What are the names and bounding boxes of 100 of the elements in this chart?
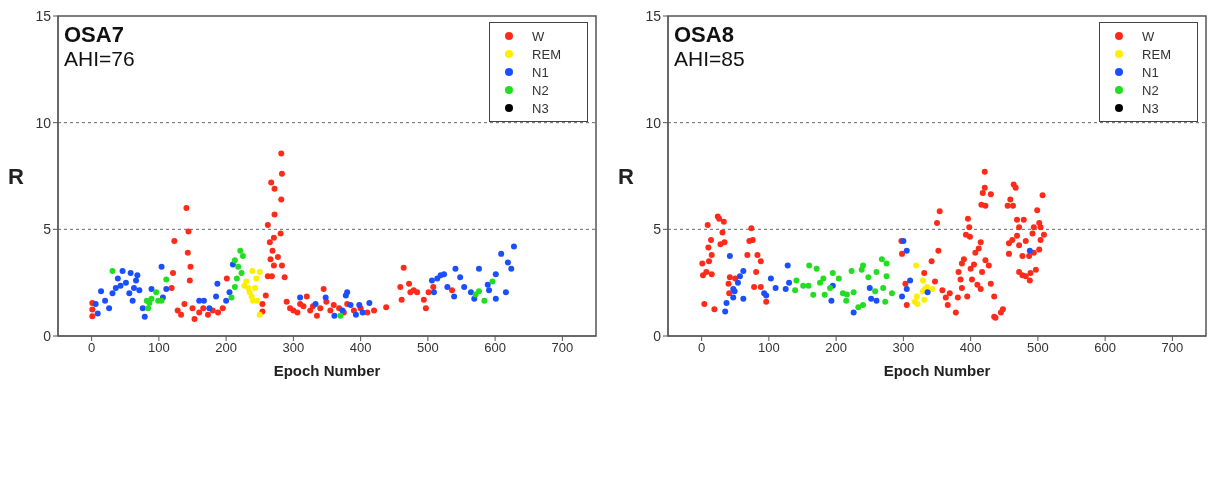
chart-title: OSA8 xyxy=(674,22,735,48)
point xyxy=(148,295,155,302)
point xyxy=(489,278,496,285)
point xyxy=(792,287,799,294)
point xyxy=(872,288,879,295)
point xyxy=(903,286,910,293)
point xyxy=(800,282,807,289)
point xyxy=(239,253,246,259)
point xyxy=(722,308,729,315)
point xyxy=(793,277,800,284)
point xyxy=(855,304,862,311)
point xyxy=(883,273,890,280)
point xyxy=(883,260,890,267)
point xyxy=(810,291,817,298)
point xyxy=(921,296,928,303)
legend-label: N2 xyxy=(1142,82,1159,98)
y-tick-label: 15 xyxy=(645,7,662,24)
legend-label: W xyxy=(532,28,545,44)
y-tick-label: 5 xyxy=(653,221,662,238)
x-tick-label: 600 xyxy=(484,340,506,356)
point xyxy=(235,263,242,270)
point xyxy=(888,290,895,297)
point xyxy=(913,262,920,269)
text: AHI=76 xyxy=(64,47,135,72)
point xyxy=(233,275,240,282)
y-tick-label: 0 xyxy=(653,327,662,344)
point xyxy=(767,275,774,282)
point xyxy=(929,286,936,293)
point xyxy=(882,298,889,305)
x-tick-label: 200 xyxy=(215,340,237,356)
point xyxy=(848,267,855,274)
x-tick-label: 0 xyxy=(698,340,706,356)
x-tick-label: 0 xyxy=(88,340,96,356)
x-tick-label: 600 xyxy=(1094,340,1116,356)
point xyxy=(868,295,875,302)
point xyxy=(806,262,813,269)
point xyxy=(163,276,170,283)
point xyxy=(772,285,779,291)
point xyxy=(843,297,850,304)
x-tick-label: 400 xyxy=(349,340,372,356)
point xyxy=(828,297,835,304)
x-tick-label: 500 xyxy=(1027,340,1049,356)
point xyxy=(481,297,488,304)
legend-label: REM xyxy=(532,46,561,62)
x-tick-label: 100 xyxy=(758,340,780,356)
x-tick-label: 700 xyxy=(1161,340,1184,356)
point xyxy=(228,294,235,301)
point xyxy=(860,302,867,309)
point xyxy=(109,267,116,274)
point xyxy=(907,277,914,284)
point xyxy=(243,278,250,285)
point xyxy=(813,265,820,272)
point xyxy=(249,267,256,274)
y-tick-label: 15 xyxy=(35,7,52,24)
point xyxy=(730,294,737,301)
y-tick-label: 10 xyxy=(35,114,52,131)
x-tick-label: 300 xyxy=(892,340,915,356)
point xyxy=(850,309,857,316)
x-axis-title: Epoch Number xyxy=(883,362,991,379)
legend-label: N3 xyxy=(532,100,549,116)
point xyxy=(821,291,828,298)
y-axis-title: R xyxy=(618,163,634,189)
legend-label: N1 xyxy=(1142,64,1159,80)
point xyxy=(145,305,152,312)
point xyxy=(858,266,865,273)
point xyxy=(805,282,812,289)
point xyxy=(919,277,926,284)
point xyxy=(903,247,910,254)
point xyxy=(740,295,747,302)
point xyxy=(253,275,260,282)
point xyxy=(820,275,827,282)
point xyxy=(740,267,747,274)
point xyxy=(880,285,887,291)
legend-label: W xyxy=(1142,28,1155,44)
x-tick-label: 500 xyxy=(417,340,439,356)
point xyxy=(246,289,253,296)
legend-label: N1 xyxy=(532,64,549,80)
x-tick-label: 700 xyxy=(551,340,574,356)
point xyxy=(1026,247,1033,254)
x-axis-title: Epoch Number xyxy=(273,362,381,379)
point xyxy=(835,275,842,282)
point xyxy=(734,279,741,286)
point xyxy=(850,289,857,296)
text: AHI=85 xyxy=(674,47,745,72)
point xyxy=(726,253,733,259)
point xyxy=(723,299,730,306)
x-tick-label: 100 xyxy=(148,340,170,356)
point xyxy=(843,291,850,298)
point xyxy=(829,270,836,277)
point xyxy=(878,256,885,263)
point xyxy=(873,297,880,304)
x-tick-label: 200 xyxy=(825,340,847,356)
point xyxy=(238,270,245,277)
point xyxy=(786,279,793,286)
legend-label: N3 xyxy=(1142,100,1159,116)
y-tick-label: 0 xyxy=(43,327,52,344)
point xyxy=(866,285,873,291)
point xyxy=(256,269,263,275)
x-tick-label: 300 xyxy=(282,340,305,356)
legend-label: N2 xyxy=(532,82,549,98)
